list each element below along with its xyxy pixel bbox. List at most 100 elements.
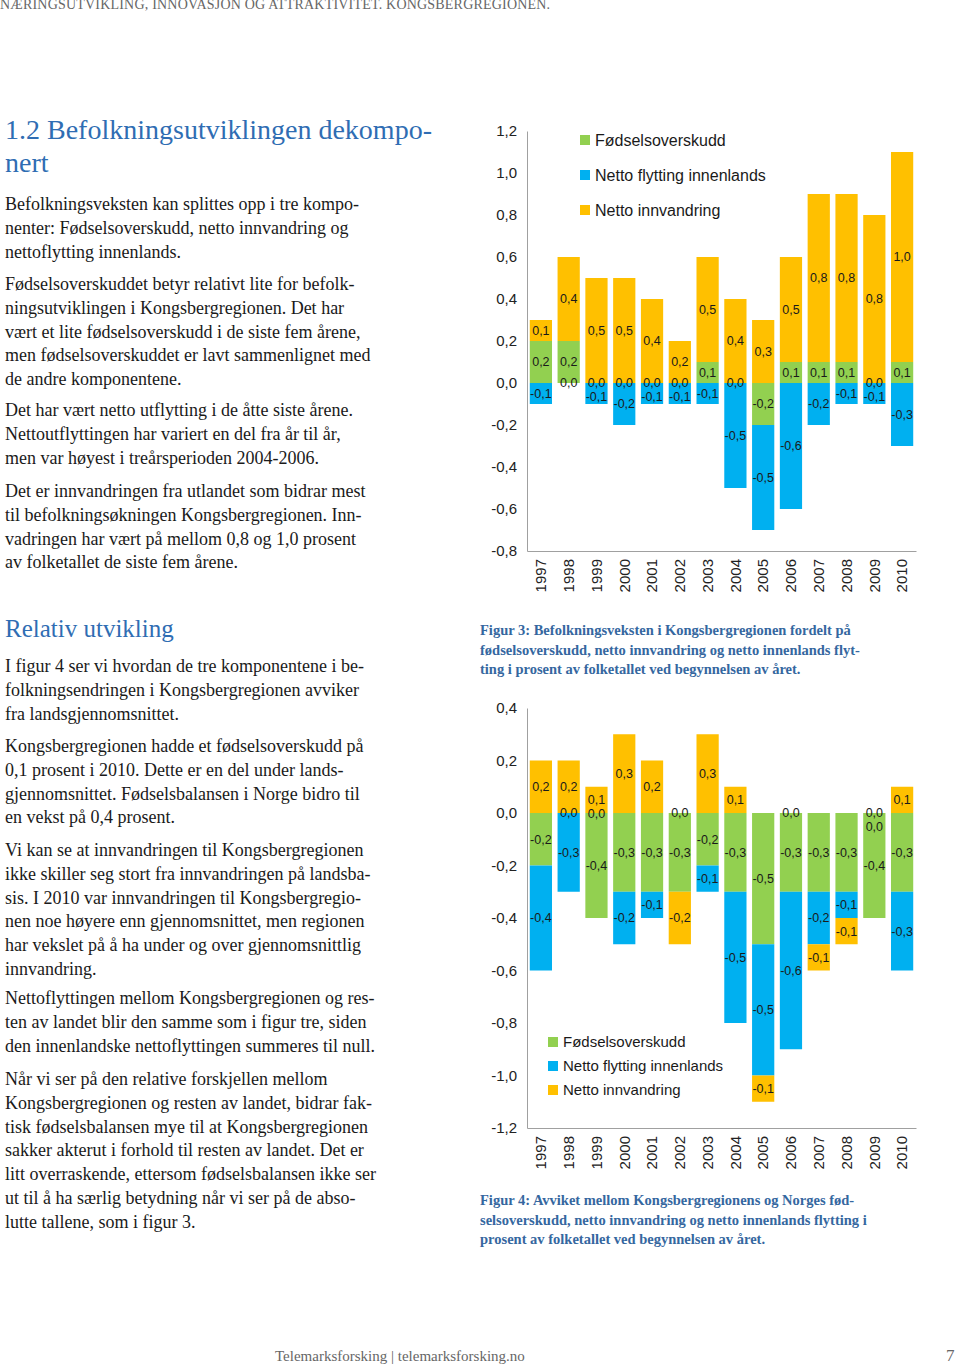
bar-series: [530, 152, 913, 383]
x-tick-label: 2009: [866, 1136, 883, 1169]
body-text: Det er innvandringen fra utlandet som bi…: [5, 479, 365, 503]
data-label: 0,0: [588, 376, 605, 390]
page-number: 7: [946, 1346, 955, 1366]
plot-area: [530, 152, 913, 530]
bar-segment: [641, 761, 663, 814]
data-label: 0,0: [866, 820, 883, 834]
body-text: 0,1 prosent i 2010. Dette er en del unde…: [5, 758, 343, 782]
data-label: 0,8: [866, 292, 883, 306]
body-text: ut til å ha særlig betydning når vi ser …: [5, 1186, 355, 1210]
x-tick-label: 2007: [810, 559, 827, 592]
figure-caption: Figur 3: Befolkningsveksten i Kongsbergr…: [480, 622, 851, 639]
data-label: -0,1: [836, 387, 858, 401]
bar-segment: [724, 299, 746, 383]
body-text: tisk fødselsbalansen mye til at Kongsber…: [5, 1115, 368, 1139]
body-text: Befolkningsveksten kan splittes opp i tr…: [5, 192, 359, 216]
bar-segment: [558, 257, 580, 341]
y-tick: 0,2: [496, 332, 527, 349]
data-label: 0,0: [866, 376, 883, 390]
data-label: 0,2: [643, 780, 660, 794]
x-tick-label: 1998: [560, 559, 577, 592]
bar-segment: [696, 866, 718, 892]
y-axis: -1,2-1,0-0,8-0,6-0,4-0,20,00,20,4: [491, 699, 527, 1136]
x-tick-label: 2006: [782, 559, 799, 592]
body-text: sis. I 2010 var innvandringen til Kongsb…: [5, 886, 361, 910]
data-label: 0,2: [671, 355, 688, 369]
y-tick: -0,4: [491, 909, 527, 926]
y-tick-label: 0,6: [496, 248, 517, 265]
x-tick-label: 2006: [782, 1136, 799, 1169]
x-tick: 2007: [810, 551, 827, 592]
legend-swatch: [580, 135, 590, 145]
footer-text: Telemarksforsking | telemarksforsking.no: [275, 1348, 525, 1365]
x-tick-label: 2000: [616, 1136, 633, 1169]
legend-label: Fødselsoverskudd: [563, 1033, 686, 1050]
bar-segment: [724, 813, 746, 892]
x-tick-label: 2008: [838, 559, 855, 592]
bar-segment: [780, 257, 802, 362]
data-labels: 0,2-0,2-0,40,20,0-0,30,10,0-0,40,3-0,3-0…: [530, 767, 913, 1096]
y-tick: -1,0: [491, 1067, 527, 1084]
legend: FødselsoverskuddNetto flytting innenland…: [548, 1033, 723, 1098]
data-label: -0,3: [613, 846, 635, 860]
y-tick-label: -0,4: [491, 458, 517, 475]
x-tick-label: 2007: [810, 1136, 827, 1169]
data-label: -0,2: [530, 833, 552, 847]
body-text: sakker akterut i forhold til resten av l…: [5, 1138, 364, 1162]
data-label: -0,1: [530, 387, 552, 401]
y-tick: 0,2: [496, 752, 527, 769]
x-tick: 2008: [838, 1128, 855, 1169]
body-text: Når vi ser på den relative forskjellen m…: [5, 1067, 327, 1091]
data-label: -0,1: [864, 390, 886, 404]
chart: -1,2-1,0-0,8-0,6-0,4-0,20,00,20,41997199…: [491, 699, 916, 1169]
data-label: -0,5: [752, 1003, 774, 1017]
data-label: -0,1: [641, 898, 663, 912]
data-label: -0,5: [725, 951, 747, 965]
bar-segment: [696, 734, 718, 813]
y-axis-line: [527, 132, 528, 552]
x-tick: 2002: [671, 1128, 688, 1169]
x-tick-label: 2009: [866, 559, 883, 592]
data-label: 0,4: [560, 292, 577, 306]
section-heading: nert: [5, 146, 49, 179]
data-label: 0,4: [643, 334, 660, 348]
data-label: 0,0: [671, 806, 688, 820]
data-label: 0,2: [560, 780, 577, 794]
bar-segment: [752, 383, 774, 425]
body-text: til befolkningsøkningen Kongsbergregione…: [5, 503, 362, 527]
data-label: 1,0: [893, 250, 910, 264]
y-tick-label: -0,6: [491, 962, 517, 979]
data-label: 0,3: [616, 767, 633, 781]
body-text: ikke skiller seg stort fra innvandringen…: [5, 862, 370, 886]
data-label: 0,0: [588, 807, 605, 821]
x-tick: 2001: [643, 1128, 660, 1169]
data-label: -0,1: [586, 390, 608, 404]
data-label: -0,4: [586, 859, 608, 873]
body-text: Kongsbergregionen hadde et fødselsoversk…: [5, 734, 364, 758]
legend-label: Netto innvandring: [563, 1081, 681, 1098]
figure-caption: prosent av folketallet ved begynnelsen a…: [480, 1231, 765, 1248]
y-tick-label: -0,2: [491, 857, 517, 874]
data-label: -0,6: [780, 439, 802, 453]
x-tick: 2006: [782, 1128, 799, 1169]
data-label: -0,2: [697, 833, 719, 847]
y-tick: 0,0: [496, 804, 527, 821]
y-tick-label: 0,0: [496, 374, 517, 391]
bar-segment: [835, 892, 857, 918]
y-tick: 0,8: [496, 206, 527, 223]
x-axis-line: [528, 1128, 917, 1129]
x-tick-label: 2002: [671, 1136, 688, 1169]
data-label: -0,5: [752, 872, 774, 886]
y-tick-label: -0,2: [491, 416, 517, 433]
x-tick: 1997: [532, 551, 549, 592]
data-label: 0,8: [810, 271, 827, 285]
y-tick: 1,0: [496, 164, 527, 181]
bar-segment: [808, 813, 830, 892]
x-tick-label: 2001: [643, 1136, 660, 1169]
data-label: 0,1: [838, 366, 855, 380]
bar-segment: [780, 813, 802, 892]
x-tick: 2006: [782, 551, 799, 592]
bar-segment: [669, 813, 691, 892]
page-header: NÆRINGSUTVIKLING, INNOVASJON OG ATTRAKTI…: [0, 0, 550, 13]
bar-segment: [641, 813, 663, 892]
